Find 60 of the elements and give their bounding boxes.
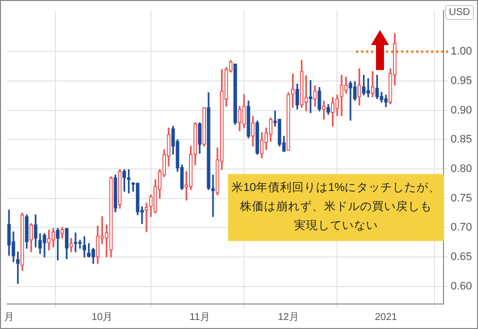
candlestick (118, 169, 122, 209)
y-tick-label: 0.70 (450, 222, 472, 234)
candlestick (326, 104, 330, 115)
y-tick-label: 0.75 (450, 192, 472, 204)
candlestick (114, 174, 118, 212)
y-tick-label: 0.90 (450, 104, 472, 116)
candlestick (109, 176, 113, 258)
y-tick-label: 1.00 (450, 46, 472, 58)
candlestick (353, 81, 357, 101)
candlestick (144, 202, 148, 232)
candlestick (202, 107, 206, 146)
candlestick (24, 214, 29, 249)
candlestick (47, 230, 51, 250)
candlestick (304, 75, 308, 112)
annotation: 実現していない (294, 218, 378, 234)
candlestick (206, 92, 210, 190)
candlestick (384, 94, 388, 108)
x-tick-label: 月 (4, 312, 14, 323)
candlestick (78, 240, 82, 249)
x-tick-label: 2021 (374, 312, 398, 323)
candlestick (91, 248, 96, 264)
y-axis-title: USD (444, 5, 474, 20)
candlestick (308, 80, 312, 114)
candlestick (64, 228, 68, 260)
candlestick (56, 228, 60, 260)
candlestick (300, 60, 304, 108)
candlestick (87, 243, 91, 258)
candlestick (344, 76, 348, 94)
y-tick-label: 0.60 (450, 280, 472, 292)
candlestick (96, 226, 100, 264)
candlestick (82, 236, 86, 258)
candlestick (69, 238, 73, 252)
y-tick-label: 0.85 (450, 134, 472, 146)
candlestick (242, 94, 246, 128)
candlestick (290, 74, 295, 108)
candlestick (7, 210, 11, 256)
candlestick (52, 228, 56, 248)
annotation: 株価は崩れず、米ドルの買い戻しも (240, 200, 432, 215)
y-tick-label: 0.95 (450, 75, 472, 88)
annotation: 米10年債利回りは1%にタッチしたが、 (231, 180, 441, 196)
x-tick-label: 10月 (92, 312, 113, 323)
candlestick (20, 212, 24, 271)
x-tick-label: 11月 (190, 312, 210, 323)
x-tick-label: 12月 (278, 312, 299, 323)
candlestick (348, 81, 352, 121)
candlestick (74, 232, 78, 252)
candlestick (60, 226, 64, 239)
candlestick (16, 251, 20, 284)
y-tick-label: 0.80 (450, 163, 472, 176)
candlestick (246, 100, 250, 138)
candlestick (233, 64, 237, 125)
candlestick (313, 85, 317, 107)
candlestick (318, 87, 322, 112)
candlestick (29, 223, 34, 252)
candlestick (211, 174, 215, 217)
candlestick (380, 92, 384, 102)
candlestick (198, 122, 202, 154)
candlestick (295, 84, 300, 110)
y-tick-label: 0.65 (450, 251, 472, 264)
candlestick (256, 120, 260, 155)
